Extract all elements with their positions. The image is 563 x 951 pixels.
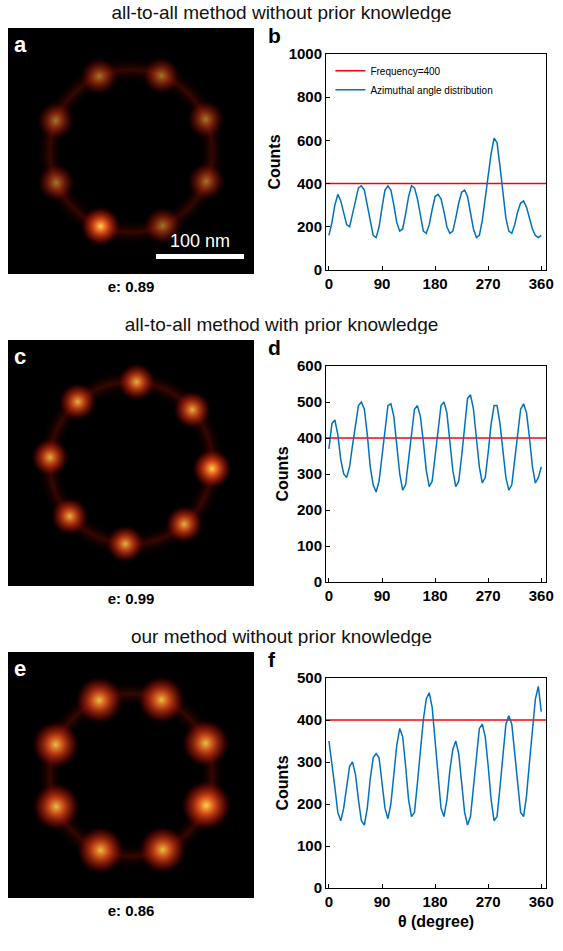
html-text:e: 0.99: e: 0.99 [107, 590, 155, 607]
svg-text:180: 180 [423, 893, 448, 910]
svg-text:400: 400 [297, 429, 322, 446]
svg-text:Azimuthal angle distribution: Azimuthal angle distribution [370, 85, 492, 96]
svg-text:0: 0 [314, 879, 322, 896]
svg-text:270: 270 [476, 275, 501, 292]
svg-text:200: 200 [297, 218, 322, 235]
svg-text:0: 0 [314, 261, 322, 278]
svg-text:e: e [14, 656, 26, 681]
svg-text:Counts: Counts [274, 755, 291, 810]
svg-text:200: 200 [297, 501, 322, 518]
svg-text:Counts: Counts [266, 134, 283, 189]
svg-text:400: 400 [297, 175, 322, 192]
svg-text:400: 400 [297, 711, 322, 728]
svg-text:Frequency=400: Frequency=400 [370, 66, 440, 77]
svg-text:800: 800 [297, 88, 322, 105]
svg-text:500: 500 [297, 393, 322, 410]
html-text:e: 0.89: e: 0.89 [107, 278, 155, 295]
html-text:our method without prior knowl: our method without prior knowledge [131, 626, 432, 647]
svg-text:360: 360 [529, 893, 554, 910]
svg-text:0: 0 [325, 893, 333, 910]
svg-text:θ (degree): θ (degree) [398, 913, 474, 930]
html-text:f: f [268, 648, 275, 671]
html-text:e: 0.86: e: 0.86 [107, 902, 155, 919]
svg-text:600: 600 [297, 357, 322, 374]
svg-text:100: 100 [297, 837, 322, 854]
svg-text:300: 300 [297, 753, 322, 770]
svg-text:270: 270 [476, 587, 501, 604]
html-text:b: b [268, 24, 281, 47]
svg-text:100: 100 [297, 537, 322, 554]
svg-text:180: 180 [423, 275, 448, 292]
svg-text:90: 90 [374, 587, 391, 604]
svg-text:600: 600 [297, 132, 322, 149]
svg-text:0: 0 [325, 275, 333, 292]
svg-text:c: c [14, 344, 26, 369]
svg-text:90: 90 [374, 893, 391, 910]
svg-text:360: 360 [529, 275, 554, 292]
svg-text:0: 0 [325, 587, 333, 604]
svg-text:Counts: Counts [274, 446, 291, 501]
svg-text:200: 200 [297, 795, 322, 812]
svg-text:500: 500 [297, 669, 322, 686]
svg-text:300: 300 [297, 465, 322, 482]
svg-text:1000: 1000 [289, 45, 322, 62]
svg-text:360: 360 [529, 587, 554, 604]
svg-text:0: 0 [314, 573, 322, 590]
svg-text:180: 180 [423, 587, 448, 604]
html-text:all-to-all method with prior k: all-to-all method with prior knowledge [124, 314, 439, 335]
html-text:d: d [268, 336, 281, 359]
svg-text:100 nm: 100 nm [170, 231, 230, 251]
svg-text:90: 90 [374, 275, 391, 292]
html-text:all-to-all method without prio: all-to-all method without prior knowledg… [111, 2, 452, 23]
svg-text:270: 270 [476, 893, 501, 910]
svg-text:a: a [14, 32, 27, 57]
